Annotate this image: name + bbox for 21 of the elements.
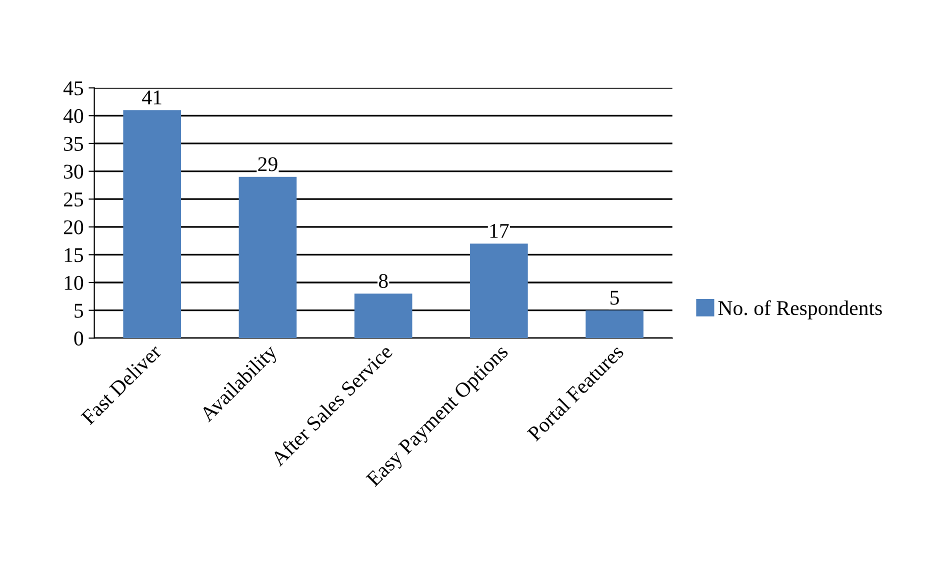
y-tick-label: 0 (74, 332, 84, 346)
bar (238, 176, 297, 338)
y-tick-label: 40 (63, 109, 84, 124)
data-label: 41 (142, 90, 162, 104)
data-label: 29 (258, 157, 278, 172)
y-tick-label: 20 (64, 220, 84, 234)
bar (123, 110, 182, 338)
y-tick-label: 15 (64, 248, 84, 262)
y-tick-label: 35 (64, 136, 84, 151)
bar (586, 310, 644, 338)
data-label: 5 (610, 290, 619, 305)
bar (470, 244, 528, 338)
data-label: 17 (490, 224, 509, 238)
y-tick-label: 30 (64, 164, 84, 179)
y-tick-label: 25 (64, 192, 84, 207)
y-tick-label: 5 (74, 304, 84, 318)
y-tick-label: 10 (64, 276, 84, 290)
y-tick-label: 45 (63, 81, 84, 96)
bar (354, 294, 412, 338)
legend-label: No. of Respondents (718, 300, 882, 320)
data-label: 8 (378, 274, 388, 288)
